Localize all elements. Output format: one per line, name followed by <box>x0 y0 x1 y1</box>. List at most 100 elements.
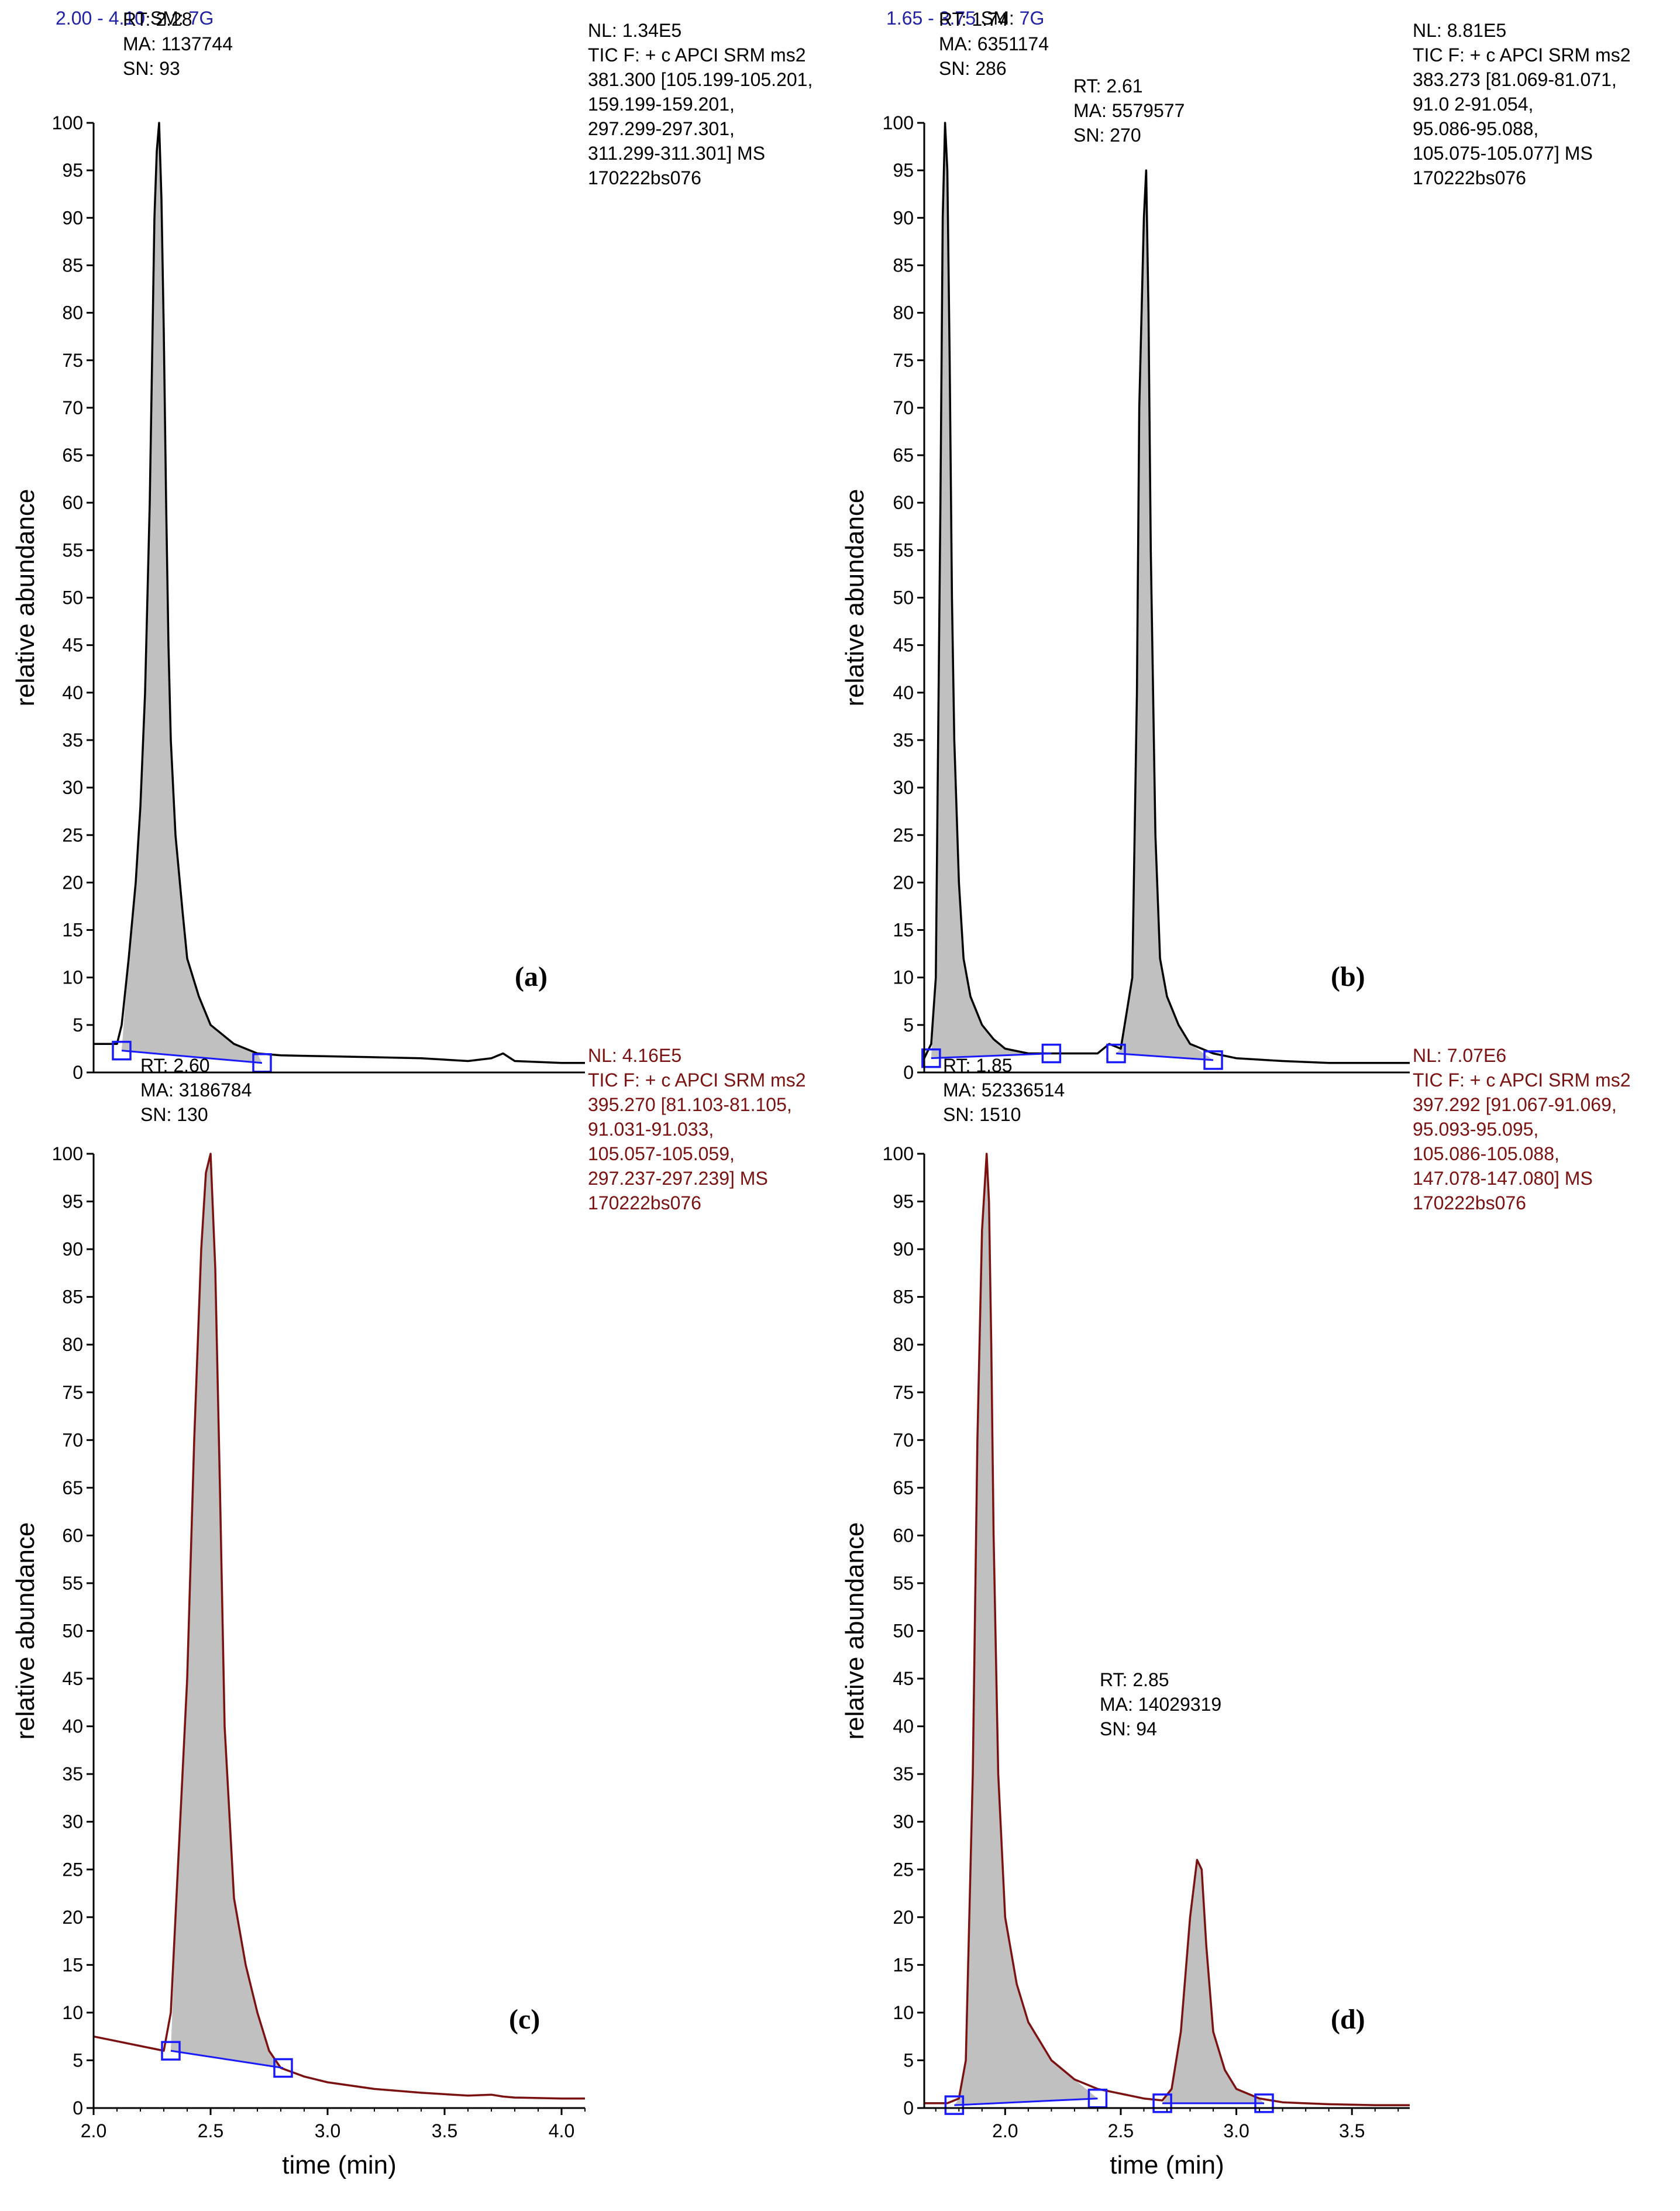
peak-rt-label: RT: 2.28 <box>123 9 192 30</box>
y-tick-label: 100 <box>883 1143 914 1164</box>
y-tick-label: 35 <box>893 730 914 751</box>
scan-filter-line: 105.057-105.059, <box>588 1143 735 1164</box>
peak-sn-label: SN: 130 <box>140 1104 208 1125</box>
y-tick-label: 10 <box>62 2002 83 2023</box>
y-tick-label: 75 <box>62 1382 83 1403</box>
y-tick-label: 80 <box>893 302 914 324</box>
x-tick-label: 2.0 <box>992 2120 1018 2141</box>
y-tick-label: 80 <box>893 1334 914 1355</box>
scan-filter-line: 297.299-297.301, <box>588 118 735 139</box>
y-tick-label: 0 <box>73 2097 83 2119</box>
y-tick-label: 60 <box>62 1525 83 1546</box>
peak-area-1 <box>122 123 262 1063</box>
y-tick-label: 40 <box>62 682 83 703</box>
scan-filter-line: 297.237-297.239] MS <box>588 1168 768 1189</box>
y-tick-label: 25 <box>893 1859 914 1880</box>
y-tick-label: 0 <box>903 2097 914 2119</box>
y-tick-label: 15 <box>893 920 914 941</box>
normalization-level-label: NL: 1.34E5 <box>588 20 681 41</box>
normalization-level-label: NL: 7.07E6 <box>1413 1045 1506 1066</box>
y-tick-label: 100 <box>52 112 83 133</box>
integration-baseline <box>931 1053 1052 1060</box>
y-tick-label: 85 <box>893 1287 914 1308</box>
peak-rt-label: RT: 1.85 <box>943 1055 1013 1076</box>
scan-filter-line: 95.086-95.088, <box>1413 118 1538 139</box>
peak-ma-label: MA: 1137744 <box>123 33 233 54</box>
y-tick-label: 60 <box>893 1525 914 1546</box>
panel-label: (d) <box>1331 2004 1365 2035</box>
scan-filter-line: TIC F: + c APCI SRM ms2 <box>1413 44 1631 66</box>
y-tick-label: 70 <box>62 397 83 418</box>
scan-filter-line: 91.0 2-91.054, <box>1413 94 1533 115</box>
peak-boundary-marker <box>1254 2093 1274 2113</box>
y-tick-label: 100 <box>883 112 914 133</box>
y-tick-label: 60 <box>893 492 914 513</box>
y-tick-label: 65 <box>893 1477 914 1498</box>
peak-boundary-marker <box>161 2041 181 2061</box>
scan-filter-line: 95.093-95.095, <box>1413 1119 1538 1140</box>
y-tick-label: 10 <box>893 967 914 988</box>
y-tick-label: 80 <box>62 302 83 324</box>
chromatogram-trace <box>94 122 585 1064</box>
y-tick-label: 40 <box>62 1716 83 1737</box>
y-tick-label: 70 <box>893 1429 914 1450</box>
y-tick-label: 20 <box>62 872 83 893</box>
x-tick-label: 2.5 <box>1108 2120 1134 2141</box>
chromatogram-trace <box>923 122 1410 1064</box>
y-tick-label: 45 <box>62 635 83 656</box>
scan-filter-line: 395.270 [81.103-81.105, <box>588 1094 792 1115</box>
y-tick-label: 95 <box>893 1191 914 1212</box>
y-tick-label: 55 <box>893 539 914 561</box>
y-tick-label: 55 <box>893 1573 914 1594</box>
integration-baseline <box>170 2050 284 2069</box>
y-tick-label: 50 <box>893 1621 914 1642</box>
y-axis-label: relative abundance <box>841 1522 869 1740</box>
peak-area-2 <box>1116 170 1213 1060</box>
y-tick-label: 90 <box>893 1239 914 1260</box>
y-tick-label: 0 <box>903 1062 914 1083</box>
y-tick-label: 40 <box>893 1716 914 1737</box>
scan-filter-line: 170222bs076 <box>1413 167 1526 188</box>
peak-ma-label: MA: 14029319 <box>1100 1694 1221 1715</box>
chromatogram-trace <box>93 1153 585 2100</box>
y-tick-label: 25 <box>62 824 83 845</box>
scan-filter-line: 159.199-159.201, <box>588 94 735 115</box>
y-tick-label: 15 <box>62 1954 83 1975</box>
y-tick-label: 85 <box>62 1287 83 1308</box>
y-tick-label: 50 <box>893 587 914 608</box>
y-tick-label: 30 <box>62 777 83 798</box>
x-tick-label: 2.5 <box>198 2120 223 2141</box>
scan-filter-line: TIC F: + c APCI SRM ms2 <box>588 44 806 66</box>
x-tick-label: 3.0 <box>1223 2120 1249 2141</box>
y-tick-label: 90 <box>62 207 83 228</box>
y-tick-label: 85 <box>62 255 83 276</box>
y-tick-label: 45 <box>893 635 914 656</box>
peak-rt-label: RT: 2.60 <box>140 1055 210 1076</box>
y-tick-label: 35 <box>893 1763 914 1784</box>
y-tick-label: 15 <box>893 1954 914 1975</box>
y-tick-label: 65 <box>893 445 914 466</box>
time-range-label: 2.00 - 4.10 SM: 7G <box>56 8 214 29</box>
y-tick-label: 40 <box>893 682 914 703</box>
y-tick-label: 15 <box>62 920 83 941</box>
peak-rt-label: RT: 2.85 <box>1100 1669 1169 1690</box>
y-tick-label: 5 <box>73 2050 83 2071</box>
y-tick-label: 60 <box>62 492 83 513</box>
y-tick-label: 20 <box>62 1907 83 1928</box>
integration-baseline <box>1116 1053 1214 1061</box>
y-tick-label: 80 <box>62 1334 83 1355</box>
y-tick-label: 65 <box>62 445 83 466</box>
peak-boundary-marker <box>944 2095 965 2115</box>
y-tick-label: 95 <box>62 1191 83 1212</box>
chromatogram-trace <box>924 1153 1410 2106</box>
peak-ma-label: MA: 6351174 <box>939 33 1049 54</box>
panel-label: (b) <box>1331 961 1365 992</box>
peak-boundary-marker <box>112 1040 132 1061</box>
y-tick-label: 45 <box>893 1668 914 1689</box>
scan-filter-line: 105.086-105.088, <box>1413 1143 1559 1164</box>
peak-boundary-marker <box>1203 1050 1223 1070</box>
y-tick-label: 65 <box>62 1477 83 1498</box>
y-axis-label: relative abundance <box>841 489 869 707</box>
y-tick-label: 20 <box>893 872 914 893</box>
